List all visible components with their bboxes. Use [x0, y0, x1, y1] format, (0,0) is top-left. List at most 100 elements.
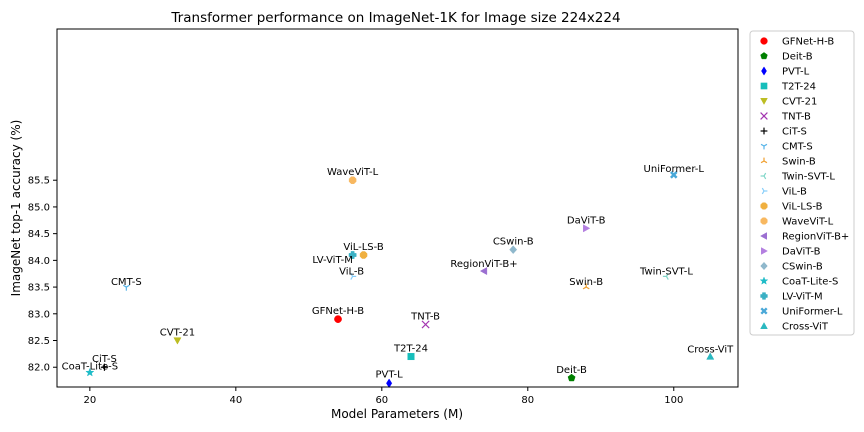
x-tick-label: 100 [664, 395, 683, 406]
data-point-cmt-s [122, 284, 130, 291]
data-label: ViL-B [339, 266, 364, 277]
data-label: Twin-SVT-L [639, 266, 693, 277]
data-label: Cross-ViT [687, 345, 734, 356]
y-tick-label: 84.5 [28, 229, 50, 240]
legend-item: CoaT-Lite-S [759, 276, 838, 288]
x-tick-label: 20 [83, 395, 96, 406]
legend-label: DaViT-B [782, 247, 821, 258]
legend-item: Cross-ViT [760, 322, 829, 333]
legend-box [749, 30, 855, 336]
y-tick-label: 82.0 [28, 363, 50, 374]
legend-label: GFNet-H-B [782, 37, 834, 48]
legend-marker [761, 187, 768, 195]
legend-item: ViL-B [761, 187, 807, 198]
legend-item: Deit-B [760, 52, 813, 63]
data-point-cswin-b [509, 245, 518, 255]
plot-frame [56, 28, 739, 388]
y-tick-label: 85.5 [28, 176, 50, 187]
legend-marker [760, 157, 768, 164]
legend-item: ViL-LS-B [760, 202, 823, 213]
data-point-regionvit-b- [479, 267, 488, 276]
x-tick-label: 80 [521, 395, 534, 406]
data-point-tnt-b [421, 320, 430, 329]
data-label: WaveViT-L [327, 167, 379, 178]
data-label: CiT-S [92, 354, 117, 365]
legend-label: TNT-B [781, 112, 811, 123]
legend-item: LV-ViT-M [760, 292, 823, 303]
legend-item: Swin-B [760, 157, 816, 168]
legend-label: Deit-B [782, 52, 813, 63]
legend-marker [761, 247, 768, 255]
data-point-deit-b [567, 373, 576, 382]
legend-item: UniFormer-L [760, 307, 843, 318]
y-axis-label: ImageNet top-1 accuracy (%) [9, 120, 23, 297]
legend-marker [760, 261, 768, 271]
legend-item: Twin-SVT-L [760, 172, 835, 183]
y-tick-label: 84.0 [28, 256, 50, 267]
y-axis-ticks: 82.0 82.5 83.0 83.5 84.0 84.5 85.0 85.5 [28, 176, 57, 374]
legend-item: CVT-21 [760, 97, 817, 108]
data-label: CoaT-Lite-S [62, 362, 118, 373]
data-label: GFNet-H-B [312, 306, 364, 317]
data-label: CSwin-B [493, 237, 534, 248]
legend-marker [760, 217, 768, 225]
data-label: UniFormer-L [644, 164, 705, 175]
x-axis-ticks: 20 40 60 80 100 [83, 387, 683, 406]
data-point-t2t-24 [407, 353, 415, 361]
legend-item: PVT-L [761, 66, 810, 78]
data-point-cit-s [100, 363, 109, 371]
data-label: ViL-LS-B [343, 242, 384, 253]
legend-label: WaveViT-L [782, 217, 834, 228]
legend-item: DaViT-B [761, 247, 821, 258]
legend-marker [760, 292, 768, 300]
x-tick-label: 60 [375, 395, 388, 406]
legend-label: Twin-SVT-L [781, 172, 835, 183]
legend-label: CSwin-B [782, 262, 823, 273]
data-label: RegionViT-B+ [450, 259, 517, 270]
legend-marker [760, 143, 768, 150]
chart-title: Transformer performance on ImageNet-1K f… [170, 10, 620, 26]
plot-content: GFNet-H-B Deit-B PVT-L T2T-24 CVT-21 TNT-B CiT… [62, 164, 734, 389]
legend-marker [760, 322, 768, 329]
y-tick-label: 82.5 [28, 336, 50, 347]
legend-label: CMT-S [782, 142, 813, 153]
legend-marker [760, 232, 767, 240]
data-point-twin-svt-l [662, 272, 669, 280]
legend-label: LV-ViT-M [782, 292, 823, 303]
data-point-cross-vit [706, 352, 715, 360]
legend-marker [760, 202, 768, 210]
data-label: Deit-B [556, 365, 587, 376]
data-label: LV-ViT-M [312, 255, 353, 266]
legend-item: TNT-B [760, 112, 811, 123]
legend-item: GFNet-H-B [760, 37, 834, 48]
data-label: DaViT-B [567, 215, 606, 226]
legend-item: WaveViT-L [760, 217, 834, 228]
legend-label: ViL-LS-B [782, 202, 823, 213]
legend-label: Swin-B [782, 157, 816, 168]
data-point-coat-lite-s [85, 367, 95, 377]
data-point-pvt-l [386, 378, 393, 389]
data-point-wavevit-l [348, 176, 357, 184]
legend-label: PVT-L [782, 67, 810, 78]
legend-label: T2T-24 [781, 82, 816, 93]
legend-marker [760, 37, 768, 45]
y-tick-label: 85.0 [28, 202, 50, 213]
y-tick-label: 83.5 [28, 283, 50, 294]
data-point-gfnet-h-b [334, 315, 342, 323]
data-point-davit-b [583, 224, 591, 233]
data-label: T2T-24 [393, 344, 428, 355]
legend-marker [760, 307, 768, 315]
data-point-cvt-21 [173, 337, 182, 345]
legend-label: ViL-B [782, 187, 807, 198]
data-label: CMT-S [111, 277, 142, 288]
legend-marker [760, 82, 768, 90]
data-point-lv-vit-m [348, 251, 357, 259]
legend-label: CVT-21 [782, 97, 817, 108]
legend-item: RegionViT-B+ [760, 232, 849, 243]
data-label: Swin-B [569, 277, 603, 288]
legend-marker [760, 98, 768, 105]
data-label: CVT-21 [160, 328, 195, 339]
data-point-swin-b [582, 283, 590, 290]
data-label: TNT-B [410, 311, 440, 322]
legend-marker [760, 172, 767, 180]
